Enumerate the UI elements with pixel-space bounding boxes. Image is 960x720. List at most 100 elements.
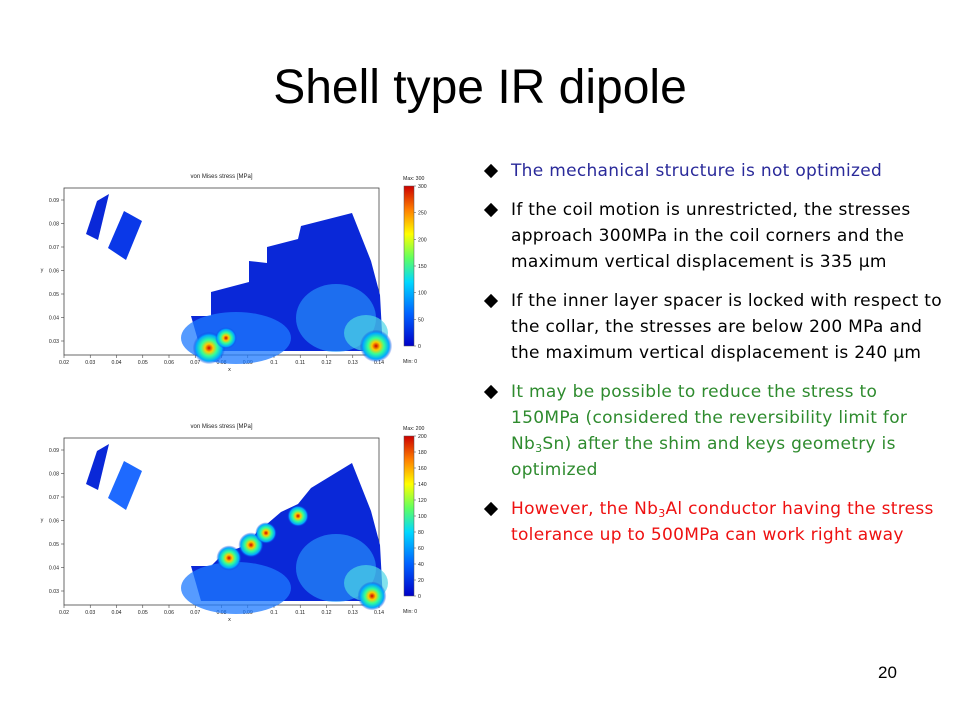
- stress-hotspot: [287, 505, 309, 527]
- bullet-item: However, the Nb3Al conductor having the …: [483, 496, 944, 548]
- plot-title: von Mises stress [MPa]: [190, 424, 252, 430]
- y-tick-label: 0.04: [49, 566, 59, 572]
- x-tick-label: 0.14: [374, 610, 384, 616]
- x-tick-label: 0.13: [348, 610, 358, 616]
- y-tick-label: 0.06: [49, 269, 59, 275]
- diamond-bullet-icon: [483, 293, 499, 309]
- x-tick-label: 0.03: [85, 610, 95, 616]
- colorbar-tick-label: 80: [418, 530, 424, 536]
- y-tick-label: 0.08: [49, 222, 59, 228]
- stress-hotspot: [216, 545, 242, 571]
- subscript: 3: [658, 507, 666, 520]
- bullet-list: The mechanical structure is not optimize…: [483, 158, 944, 561]
- colorbar-tick-label: 160: [418, 466, 427, 472]
- y-tick-label: 0.07: [49, 245, 59, 251]
- colorbar-tick-label: 100: [418, 291, 427, 297]
- colorbar: [403, 185, 415, 347]
- x-tick-label: 0.05: [138, 610, 148, 616]
- bullet-item: If the coil motion is unrestricted, the …: [483, 197, 944, 275]
- page-number: 20: [878, 663, 897, 682]
- x-tick-label: 0.06: [164, 610, 174, 616]
- y-axis-label: y: [41, 518, 44, 524]
- diamond-bullet-icon: [483, 202, 499, 218]
- colorbar-tick-label: 200: [418, 434, 427, 440]
- subscript: 3: [535, 442, 543, 455]
- colorbar-min-label: Min: 0: [403, 359, 417, 365]
- x-tick-label: 0.13: [348, 360, 358, 366]
- stress-hotspot: [359, 329, 393, 363]
- bullet-text: Sn) after the shim and keys geometry is …: [511, 434, 896, 480]
- coil-block-lower: [108, 461, 142, 510]
- y-tick-label: 0.09: [49, 448, 59, 454]
- coil-block-upper: [86, 444, 109, 490]
- colorbar-tick-label: 180: [418, 450, 427, 456]
- colorbar-tick-label: 60: [418, 546, 424, 552]
- y-tick-label: 0.03: [49, 339, 59, 345]
- colorbar-tick-label: 140: [418, 482, 427, 488]
- colorbar-tick-label: 150: [418, 264, 427, 270]
- stress-plot-unrestricted: von Mises stress [MPa] 0.02 0.03 0.04 0.05 0.…: [36, 168, 438, 383]
- diamond-bullet-icon: [483, 163, 499, 179]
- y-tick-label: 0.06: [49, 519, 59, 525]
- colorbar-tick-label: 300: [418, 184, 427, 190]
- x-tick-label: 0.11: [295, 610, 305, 616]
- stress-hotspot: [255, 522, 277, 544]
- x-axis-label: x: [228, 617, 231, 623]
- x-tick-label: 0.1: [270, 360, 277, 366]
- colorbar-tick-label: 0: [418, 344, 421, 350]
- y-tick-label: 0.09: [49, 198, 59, 204]
- colorbar-tick-label: 250: [418, 211, 427, 217]
- y-tick-label: 0.05: [49, 542, 59, 548]
- y-tick-label: 0.03: [49, 589, 59, 595]
- bullet-text: If the coil motion is unrestricted, the …: [511, 200, 911, 272]
- bullet-text: It may be possible to reduce the stress …: [511, 382, 908, 454]
- diamond-bullet-icon: [483, 384, 499, 400]
- colorbar-min-label: Min: 0: [403, 609, 417, 615]
- colorbar-tick-label: 40: [418, 562, 424, 568]
- coil-block-lower: [108, 211, 142, 260]
- x-tick-label: 0.14: [374, 360, 384, 366]
- x-tick-label: 0.04: [111, 610, 121, 616]
- x-tick-label: 0.02: [59, 360, 69, 366]
- bullet-text: The mechanical structure is not optimize…: [511, 161, 883, 181]
- bullet-text: However, the Nb: [511, 499, 659, 519]
- bullet-text: If the inner layer spacer is locked with…: [511, 291, 942, 363]
- colorbar-max-label: Max: 300: [403, 176, 424, 182]
- x-tick-label: 0.12: [321, 360, 331, 366]
- x-tick-label: 0.06: [164, 360, 174, 366]
- colorbar: [403, 435, 415, 597]
- bullet-item: If the inner layer spacer is locked with…: [483, 288, 944, 366]
- x-tick-label: 0.07: [190, 360, 200, 366]
- x-tick-label: 0.04: [111, 360, 121, 366]
- y-axis-label: y: [41, 268, 44, 274]
- colorbar-tick-label: 100: [418, 514, 427, 520]
- x-tick-label: 0.07: [190, 610, 200, 616]
- y-tick-label: 0.07: [49, 495, 59, 501]
- colorbar-tick-label: 120: [418, 498, 427, 504]
- coil-block-upper: [86, 194, 109, 240]
- x-tick-label: 0.12: [321, 610, 331, 616]
- x-tick-label: 0.05: [138, 360, 148, 366]
- colorbar-tick-label: 200: [418, 237, 427, 243]
- slide-title: Shell type IR dipole: [273, 61, 687, 114]
- y-tick-label: 0.04: [49, 316, 59, 322]
- colorbar-tick-label: 50: [418, 317, 424, 323]
- bullet-item: It may be possible to reduce the stress …: [483, 379, 944, 483]
- x-tick-label: 0.03: [85, 360, 95, 366]
- x-axis-label: x: [228, 367, 231, 373]
- stress-hotspot: [215, 327, 237, 349]
- plot-title: von Mises stress [MPa]: [190, 174, 252, 180]
- stress-plot-locked-spacer: von Mises stress [MPa] 0.02 0.03 0.04 0.05 0.…: [36, 418, 438, 633]
- y-tick-label: 0.08: [49, 472, 59, 478]
- x-tick-label: 0.1: [270, 610, 277, 616]
- colorbar-tick-label: 0: [418, 594, 421, 600]
- colorbar-max-label: Max: 200: [403, 426, 424, 432]
- x-tick-label: 0.11: [295, 360, 305, 366]
- y-tick-label: 0.05: [49, 292, 59, 298]
- x-tick-label: 0.02: [59, 610, 69, 616]
- bullet-item: The mechanical structure is not optimize…: [483, 158, 944, 184]
- colorbar-tick-label: 20: [418, 578, 424, 584]
- bullet-text: Al conductor having the stress tolerance…: [511, 499, 934, 545]
- diamond-bullet-icon: [483, 501, 499, 517]
- stress-hotspot: [357, 581, 387, 611]
